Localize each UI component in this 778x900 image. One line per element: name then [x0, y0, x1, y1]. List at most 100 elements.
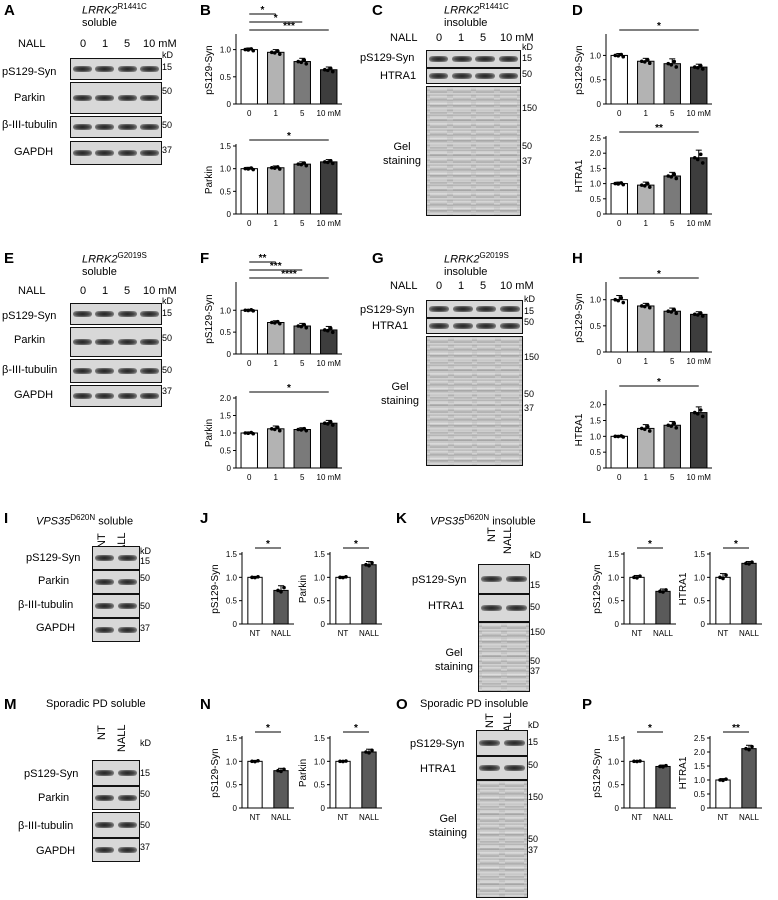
blot-band [452, 56, 472, 62]
panel-e-row-2: β-III-tubulin [2, 364, 58, 376]
significance-label: * [261, 5, 265, 16]
gel-lane [480, 781, 499, 897]
panel-g-gel-label: Gel staining [381, 381, 419, 407]
blot-band [117, 368, 137, 374]
x-tick-label: NT [250, 813, 261, 822]
x-tick-label: 5 [670, 219, 675, 228]
panel-e-conc-2: 5 [124, 285, 131, 297]
x-tick-label: 1 [274, 109, 279, 118]
y-tick-label: 1.5 [226, 734, 238, 743]
data-point [296, 427, 301, 432]
chart-h-ps129-syn: 0 0.5 1.0 pS129-Syn 0 1 5 10 mM * [574, 269, 712, 366]
x-tick-label: 0 [247, 109, 252, 118]
blot-band [428, 73, 449, 79]
data-point [302, 161, 307, 165]
blot-band [479, 765, 500, 771]
x-tick-label: 1 [644, 357, 649, 366]
bar [240, 432, 258, 469]
panel-m-row-1: Parkin [38, 792, 70, 804]
y-tick-label: 1.5 [226, 550, 238, 559]
panel-m-mw-2: 50 [140, 820, 151, 830]
panel-o-mw-0: 15 [528, 737, 539, 747]
blot-band [94, 847, 115, 853]
data-point [299, 324, 304, 329]
blot-band [500, 306, 521, 312]
y-tick-label: 1.5 [220, 412, 232, 421]
gel-g [426, 336, 523, 466]
blot-band [506, 605, 527, 611]
blot-band [117, 579, 138, 585]
panel-g-nall-label: NALL [390, 280, 418, 292]
data-point [370, 560, 374, 565]
data-point [664, 763, 668, 768]
panel-i-kd: kD [140, 546, 151, 556]
y-tick-label: 1.0 [608, 573, 620, 582]
data-point [674, 65, 679, 69]
blot-band [95, 150, 115, 156]
bar [663, 424, 681, 469]
y-tick-label: 0 [701, 804, 706, 813]
blot-band [428, 56, 449, 62]
y-axis-label: pS129-Syn [574, 293, 585, 342]
y-tick-label: 2.0 [590, 149, 602, 158]
panel-a-conc-1: 1 [102, 38, 109, 50]
panel-e-fraction: soluble [82, 266, 117, 278]
panel-g-gene: LRRK2G2019S [444, 251, 509, 266]
blot-band [506, 576, 527, 582]
data-point [692, 65, 697, 69]
blot-band [94, 795, 115, 801]
data-point [698, 152, 703, 157]
y-axis-label: HTRA1 [574, 413, 585, 446]
data-point [251, 48, 256, 53]
bar [293, 61, 311, 105]
chart-j-ps129-syn: 0 0.5 1.0 1.5 pS129-Syn NT NALL * [210, 539, 294, 638]
y-axis-label: pS129-Syn [592, 564, 603, 613]
panel-e-nall-label: NALL [18, 285, 46, 297]
data-point [616, 182, 621, 186]
blot-band [95, 368, 115, 374]
blot-band [452, 73, 472, 79]
y-tick-label: 2.5 [590, 134, 602, 143]
blot-e-gapdh [70, 385, 162, 407]
data-point [330, 423, 335, 427]
significance-label: *** [270, 261, 282, 272]
data-point [325, 422, 330, 426]
blot-band [95, 124, 115, 130]
blot-band [140, 95, 160, 101]
data-point [642, 60, 647, 64]
y-tick-label: 0 [233, 804, 238, 813]
blot-a-tubulin [70, 116, 162, 138]
blot-m-parkin [92, 786, 140, 810]
y-tick-label: 1.0 [590, 432, 602, 441]
blot-band [140, 150, 160, 156]
x-tick-label: 0 [247, 219, 252, 228]
panel-e-gene: LRRK2G2019S [82, 251, 147, 266]
y-tick-label: 1.5 [590, 417, 602, 426]
data-point [304, 61, 309, 66]
data-point [279, 590, 283, 594]
panel-c-nall-label: NALL [390, 32, 418, 44]
bar [361, 751, 377, 809]
panel-c-fraction: insoluble [444, 17, 488, 29]
panel-g-conc-0: 0 [436, 280, 443, 292]
significance-label: * [657, 377, 661, 388]
panel-letter-n: N [200, 696, 211, 713]
data-point [272, 51, 277, 55]
blot-band [72, 393, 92, 399]
significance-label: *** [283, 21, 295, 32]
x-tick-label: 10 mM [687, 473, 712, 482]
panel-c-gel-mw-1: 50 [522, 141, 533, 151]
chart-p-ps129-syn: 0 0.5 1.0 1.5 pS129-Syn NT NALL * [592, 723, 676, 822]
panel-g-fraction: insoluble [444, 266, 488, 278]
data-point [299, 428, 304, 432]
data-point [669, 175, 674, 179]
blot-band [94, 603, 115, 609]
data-point [695, 65, 700, 70]
data-point [296, 59, 301, 64]
blot-band [95, 339, 115, 345]
bar [690, 412, 708, 469]
panel-g-conc-1: 1 [458, 280, 465, 292]
y-tick-label: 0.5 [220, 73, 232, 82]
bar [715, 576, 731, 625]
panel-k-gel-label: Gel staining [435, 647, 473, 673]
